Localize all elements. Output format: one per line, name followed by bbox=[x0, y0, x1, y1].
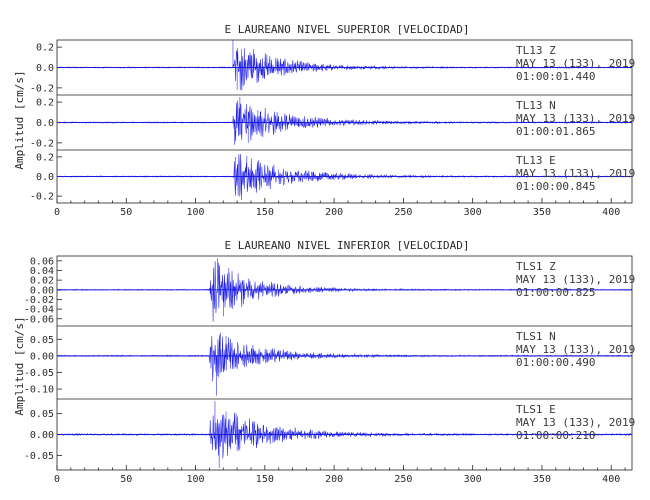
time-label: 01:00:00.845 bbox=[516, 180, 595, 193]
station-label: TLS1 N bbox=[516, 330, 556, 343]
y-tick-label: -0.2 bbox=[30, 83, 54, 94]
x-tick-label: 0 bbox=[54, 207, 60, 218]
time-label: 01:00:01.440 bbox=[516, 70, 595, 83]
time-label: 01:00:01.865 bbox=[516, 125, 595, 138]
y-tick-label: -0.06 bbox=[24, 314, 54, 325]
y-tick-label: -0.10 bbox=[24, 385, 54, 396]
station-label: TLS1 E bbox=[516, 403, 556, 416]
trace-tls1-z: 0.060.040.020.00-0.02-0.04-0.06 TLS1 ZMAY… bbox=[24, 256, 635, 325]
y-tick-label: -0.2 bbox=[30, 138, 54, 149]
y-tick-label: 0.00 bbox=[30, 430, 54, 441]
y-tick-label: 0.05 bbox=[30, 409, 54, 420]
date-label: MAY 13 (133), 2019 bbox=[516, 416, 635, 429]
y-tick-label: 0.00 bbox=[30, 285, 54, 296]
x-tick-label: 200 bbox=[325, 474, 343, 485]
x-tick-label: 400 bbox=[602, 474, 620, 485]
y-tick-label: -0.04 bbox=[24, 305, 54, 316]
x-tick-label: 0 bbox=[54, 474, 60, 485]
x-tick-label: 250 bbox=[394, 474, 412, 485]
date-label: MAY 13 (133), 2019 bbox=[516, 167, 635, 180]
date-label: MAY 13 (133), 2019 bbox=[516, 343, 635, 356]
date-label: MAY 13 (133), 2019 bbox=[516, 273, 635, 286]
date-label: MAY 13 (133), 2019 bbox=[516, 57, 635, 70]
y-tick-label: 0.2 bbox=[36, 98, 54, 109]
waveform-line bbox=[57, 412, 633, 459]
time-label: 01:00:00.210 bbox=[516, 429, 595, 442]
y-tick-label: -0.05 bbox=[24, 451, 54, 462]
waveform-line bbox=[56, 334, 633, 382]
time-label: 01:00:00.825 bbox=[516, 286, 595, 299]
waveform-line bbox=[56, 153, 633, 197]
waveform-line bbox=[56, 48, 633, 91]
x-tick-label: 350 bbox=[533, 207, 551, 218]
y-tick-label: 0.0 bbox=[36, 172, 54, 183]
y-tick-label: -0.05 bbox=[24, 368, 54, 379]
y-tick-label: 0.00 bbox=[30, 351, 54, 362]
x-tick-label: 350 bbox=[533, 474, 551, 485]
x-tick-label: 50 bbox=[120, 207, 132, 218]
y-tick-label: 0.04 bbox=[30, 266, 54, 277]
station-label: TL13 Z bbox=[516, 44, 556, 57]
waveform-line bbox=[56, 100, 633, 142]
x-tick-label: 150 bbox=[256, 474, 274, 485]
upper-plot-frame bbox=[56, 39, 633, 204]
x-tick-label: 100 bbox=[187, 207, 205, 218]
y-tick-label: 0.2 bbox=[36, 43, 54, 54]
x-tick-label: 150 bbox=[256, 207, 274, 218]
lower-y-axis-label: Amplitud [cm/s] bbox=[13, 316, 26, 415]
x-tick-label: 100 bbox=[187, 474, 205, 485]
x-tick-label: 250 bbox=[394, 207, 412, 218]
y-tick-label: 0.06 bbox=[30, 256, 54, 267]
upper-panel-title: E LAUREANO NIVEL SUPERIOR [VELOCIDAD] bbox=[224, 23, 469, 36]
y-tick-label: 0.05 bbox=[30, 335, 54, 346]
station-label: TL13 N bbox=[516, 99, 556, 112]
y-tick-label: -0.2 bbox=[30, 192, 54, 203]
station-label: TLS1 Z bbox=[516, 260, 556, 273]
y-tick-label: -0.02 bbox=[24, 295, 54, 306]
y-tick-label: 0.2 bbox=[36, 152, 54, 163]
y-tick-label: 0.02 bbox=[30, 276, 54, 287]
lower-panel-title: E LAUREANO NIVEL INFERIOR [VELOCIDAD] bbox=[224, 239, 469, 252]
date-label: MAY 13 (133), 2019 bbox=[516, 112, 635, 125]
station-label: TL13 E bbox=[516, 154, 556, 167]
upper-level-panel: E LAUREANO NIVEL SUPERIOR [VELOCIDAD] Am… bbox=[13, 23, 635, 218]
y-tick-label: 0.0 bbox=[36, 118, 54, 129]
lower-level-panel: E LAUREANO NIVEL INFERIOR [VELOCIDAD] Am… bbox=[13, 239, 635, 485]
x-tick-label: 50 bbox=[120, 474, 132, 485]
waveform-line bbox=[56, 261, 633, 322]
upper-y-axis-label: Amplitud [cm/s] bbox=[13, 70, 26, 169]
x-tick-label: 300 bbox=[464, 474, 482, 485]
lower-plot-frame bbox=[56, 255, 633, 471]
x-tick-label: 300 bbox=[464, 207, 482, 218]
x-tick-label: 200 bbox=[325, 207, 343, 218]
y-tick-label: 0.0 bbox=[36, 63, 54, 74]
x-tick-label: 400 bbox=[602, 207, 620, 218]
time-label: 01:00:00.490 bbox=[516, 356, 595, 369]
